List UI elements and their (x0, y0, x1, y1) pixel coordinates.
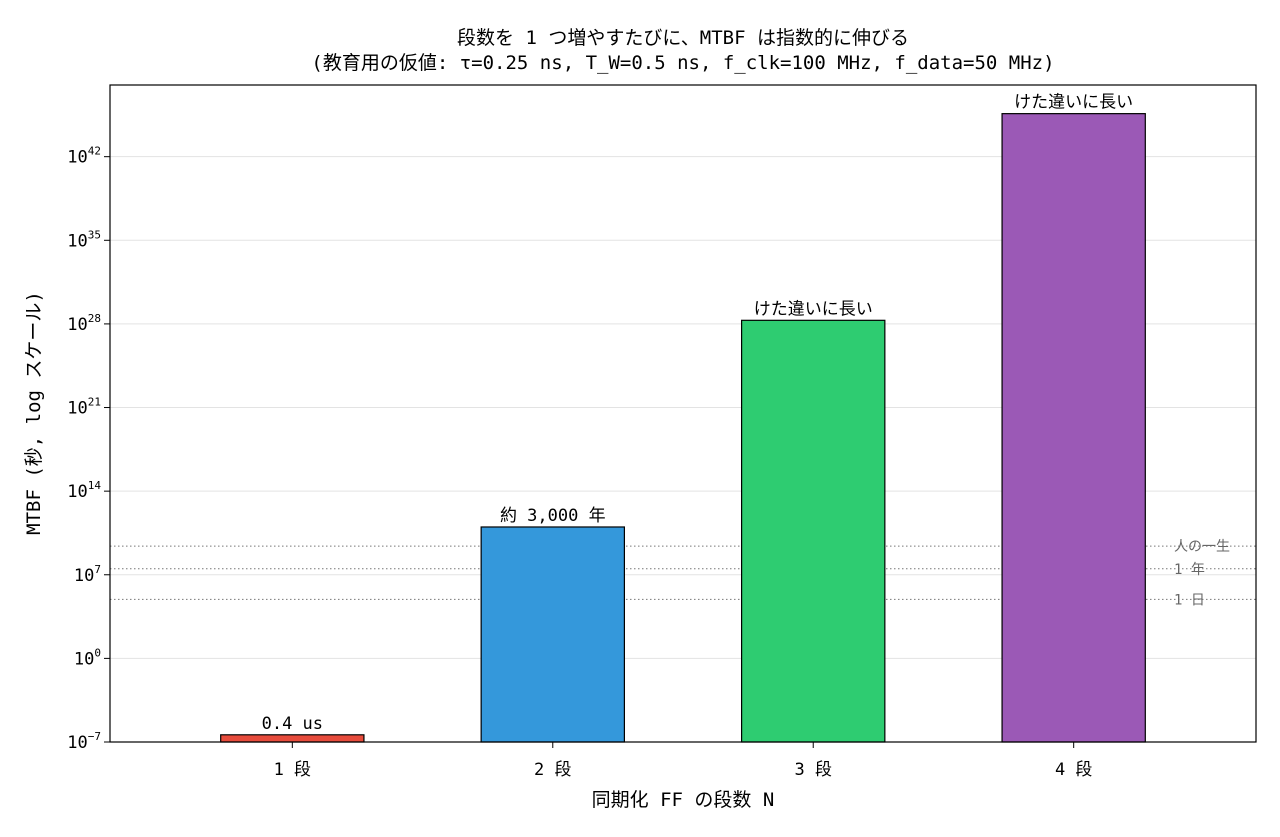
plot-frame (109, 84, 1257, 743)
x-ticks: 1 段 2 段 3 段 4 段 (274, 742, 1092, 780)
y-tick-label: 1035 (67, 228, 101, 251)
y-tick-label: 1014 (67, 479, 101, 502)
x-tick-label: 4 段 (1055, 760, 1092, 780)
y-axis-label: MTBF (秒, log スケール) (23, 291, 45, 535)
grid-lines (110, 156, 1256, 659)
reference-line-label: 1 日 (1174, 592, 1205, 608)
y-tick-label: 1042 (67, 145, 101, 168)
bar (480, 526, 625, 743)
x-tick-label: 2 段 (534, 760, 571, 780)
bar (741, 319, 886, 743)
bar (1001, 113, 1146, 743)
x-tick-label: 3 段 (794, 760, 831, 780)
y-ticks: 10−7 100 107 1014 1021 1028 1035 1042 (67, 145, 110, 753)
chart-title: 段数を 1 つ増やすたびに、MTBF は指数的に伸びる (457, 27, 909, 49)
y-tick-label: 10−7 (67, 730, 101, 753)
x-tick-label: 1 段 (274, 760, 311, 780)
y-tick-label: 100 (74, 646, 101, 669)
y-tick-label: 1021 (67, 396, 101, 419)
bar-data-label: 約 3,000 年 (500, 506, 606, 526)
reference-line-label: 人の一生 (1174, 539, 1230, 555)
bar-data-label: けた違いに長い (1014, 93, 1133, 113)
bar-data-label: けた違いに長い (754, 299, 873, 319)
y-tick-label: 107 (74, 563, 101, 586)
reference-lines: 人の一生 1 年 1 日 (110, 539, 1256, 608)
chart-subtitle: (教育用の仮値: τ=0.25 ns, T_W=0.5 ns, f_clk=10… (311, 52, 1054, 74)
y-tick-label: 1028 (67, 312, 101, 335)
bar (220, 734, 365, 743)
x-axis-label: 同期化 FF の段数 N (592, 789, 775, 811)
reference-line-label: 1 年 (1174, 562, 1205, 578)
bar-data-label: 0.4 us (262, 714, 323, 734)
